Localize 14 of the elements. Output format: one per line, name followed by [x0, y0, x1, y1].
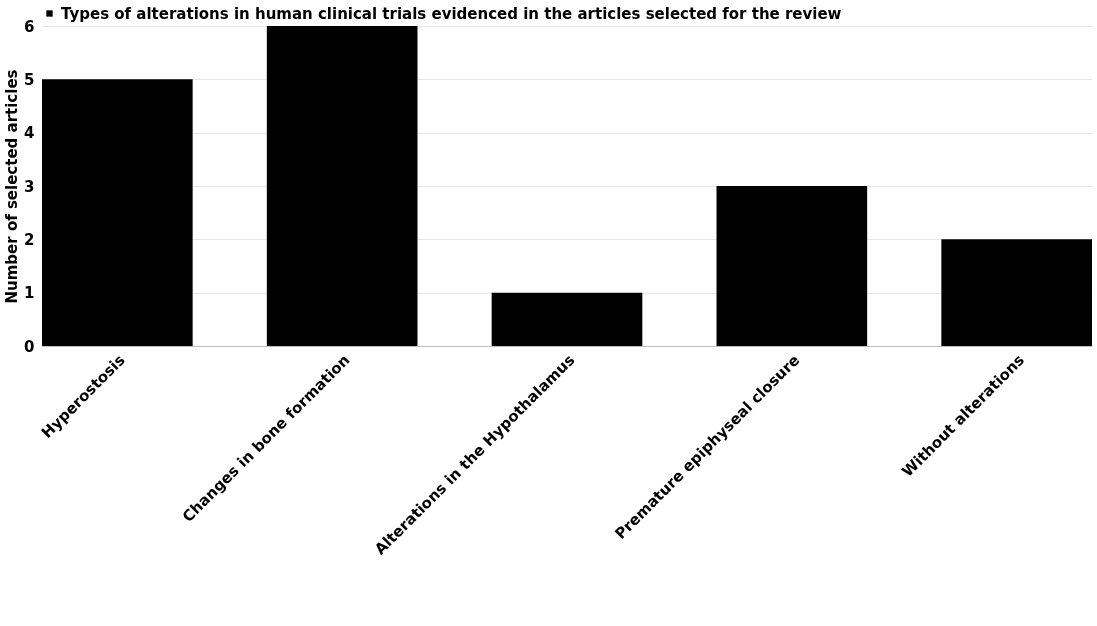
y-tick-label: 1: [24, 284, 35, 303]
y-tick-label: 6: [24, 17, 35, 36]
bar: [266, 26, 418, 346]
y-tick-label: 4: [24, 124, 35, 143]
legend-label: Types of alterations in human clinical trials evidenced in the articles selected for the review: [61, 4, 842, 23]
y-tick-label: 2: [24, 230, 35, 249]
bar: [716, 186, 868, 346]
bar: [941, 239, 1092, 346]
bar: [42, 79, 193, 346]
y-axis-title: Number of selected articles: [3, 69, 22, 304]
y-tick-label: 5: [24, 70, 35, 89]
y-tick-label: 0: [24, 337, 35, 356]
bar: [491, 292, 643, 346]
y-tick-label: 3: [24, 177, 35, 196]
